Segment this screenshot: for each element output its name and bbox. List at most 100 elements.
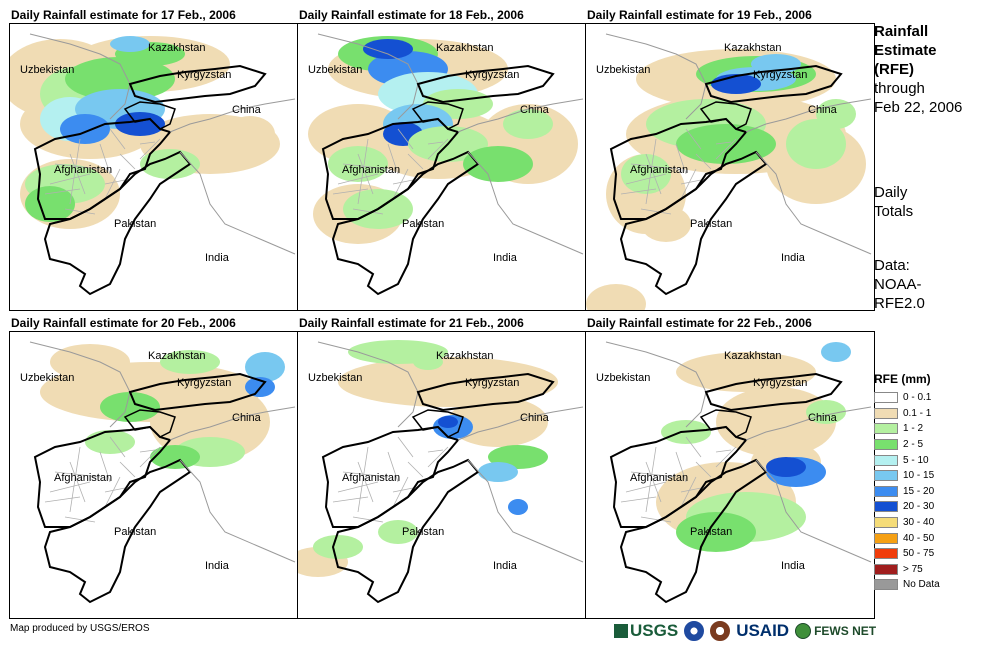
place-label-india: India <box>205 560 229 572</box>
china-border <box>745 406 872 441</box>
sidebar-title-line3: (RFE) <box>874 61 914 78</box>
legend-label: 1 - 2 <box>903 423 924 435</box>
kyrgyzstan-border <box>704 372 843 412</box>
rainfall-area <box>478 462 518 482</box>
legend-swatch <box>874 517 898 529</box>
sidebar-totals-line1: Daily <box>874 184 908 201</box>
map-frame: Kazakhstan Uzbekistan Kyrgyzstan China Afgha… <box>297 331 587 619</box>
legend-label: 0 - 0.1 <box>903 392 932 404</box>
rainfall-area <box>245 352 285 382</box>
place-label-afghanistan: Afghanistan <box>630 472 689 484</box>
place-label-kyrgyzstan: Kyrgyzstan <box>753 69 808 81</box>
rainfall-area <box>786 119 846 169</box>
legend-swatch <box>874 548 898 560</box>
rainfall-area <box>328 146 388 182</box>
pakistan-border <box>331 150 480 296</box>
legend-swatch <box>874 579 898 591</box>
legend-item: 15 - 20 <box>874 484 940 500</box>
place-label-china: China <box>232 412 261 424</box>
china-border <box>457 406 584 441</box>
sidebar-data-source: Data: NOAA- RFE2.0 <box>874 256 925 313</box>
usaid-logo: USAID <box>736 621 790 640</box>
sidebar-date: Feb 22, 2006 <box>874 99 963 116</box>
pakistan-border <box>331 458 480 604</box>
panel-title: Daily Rainfall estimate for 18 Feb., 200… <box>299 8 524 22</box>
india-border <box>467 459 584 563</box>
rainfall-layer <box>656 342 851 552</box>
place-label-kyrgyzstan: Kyrgyzstan <box>177 69 232 81</box>
fews-net-logo-text: FEWS NET <box>814 624 877 638</box>
pakistan-border <box>43 150 192 296</box>
rainfall-area <box>438 416 458 428</box>
rainfall-area <box>586 284 646 310</box>
china-border <box>169 406 296 441</box>
panel-title: Daily Rainfall estimate for 21 Feb., 200… <box>299 316 524 330</box>
afghanistan-border <box>33 425 172 528</box>
country-border <box>605 33 707 120</box>
sidebar-totals-line2: Totals <box>874 203 914 220</box>
province-boundaries <box>44 436 161 523</box>
place-label-uzbekistan: Uzbekistan <box>308 372 363 384</box>
province-boundaries <box>44 128 161 215</box>
sidebar-title-line2: Estimate <box>874 42 937 59</box>
legend-label: 40 - 50 <box>903 532 935 544</box>
rainfall-map-panel: Daily Rainfall estimate for 21 Feb., 200… <box>297 316 587 619</box>
china-border <box>169 98 296 133</box>
legend-item: 2 - 5 <box>874 437 940 453</box>
legend-label: 30 - 40 <box>903 517 935 529</box>
legend-swatch <box>874 454 898 466</box>
place-label-kyrgyzstan: Kyrgyzstan <box>753 377 808 389</box>
country-border <box>29 341 131 428</box>
place-label-uzbekistan: Uzbekistan <box>308 64 363 76</box>
place-label-india: India <box>493 252 517 264</box>
boundaries-layer <box>317 341 584 604</box>
place-label-india: India <box>781 560 805 572</box>
rainfall-area <box>85 430 135 454</box>
place-label-afghanistan: Afghanistan <box>54 164 113 176</box>
boundaries-layer <box>605 33 872 296</box>
rainfall-map-panel: Daily Rainfall estimate for 17 Feb., 200… <box>9 8 299 311</box>
sidebar-through: through <box>874 80 925 97</box>
place-label-kyrgyzstan: Kyrgyzstan <box>177 377 232 389</box>
boundaries-layer <box>29 341 296 604</box>
place-label-afghanistan: Afghanistan <box>54 472 113 484</box>
place-label-kazakhstan: Kazakhstan <box>436 42 494 54</box>
doi-seal-icon <box>710 621 731 641</box>
legend-swatch <box>874 470 898 482</box>
country-border <box>317 341 419 428</box>
province-boundaries <box>332 128 449 215</box>
noaa-seal-icon <box>684 621 705 641</box>
rainfall-area <box>503 109 553 139</box>
afghanistan-border <box>33 117 172 220</box>
legend-swatch <box>874 407 898 419</box>
place-label-pakistan: Pakistan <box>114 526 157 538</box>
sidebar-totals: Daily Totals <box>874 183 913 221</box>
place-label-uzbekistan: Uzbekistan <box>596 64 651 76</box>
legend-swatch <box>874 563 898 575</box>
rainfall-area <box>821 342 851 362</box>
rainfall-area <box>378 520 418 544</box>
india-border <box>755 459 872 563</box>
rainfall-area <box>806 400 846 424</box>
legend-swatch <box>874 392 898 404</box>
kyrgyzstan-border <box>128 64 267 104</box>
rainfall-map <box>29 341 296 604</box>
india-border <box>467 151 584 255</box>
china-border <box>457 98 584 133</box>
legend-title: RFE (mm) <box>874 372 931 386</box>
legend-label: 10 - 15 <box>903 470 935 482</box>
legend-item: 40 - 50 <box>874 530 940 546</box>
legend-label: 0.1 - 1 <box>903 407 932 419</box>
place-label-kazakhstan: Kazakhstan <box>436 350 494 362</box>
legend-swatch <box>874 439 898 451</box>
sidebar-data-line2: NOAA- <box>874 276 922 293</box>
rainfall-area <box>110 36 150 52</box>
place-label-india: India <box>781 252 805 264</box>
rainfall-map-panel: Daily Rainfall estimate for 20 Feb., 200… <box>9 316 299 619</box>
legend-label: > 75 <box>903 563 923 575</box>
country-border <box>317 33 419 120</box>
map-frame: Kazakhstan Uzbekistan Kyrgyzstan China Afgha… <box>585 331 875 619</box>
place-label-china: China <box>808 412 837 424</box>
usgs-logo: USGS <box>614 621 678 641</box>
province-boundaries <box>332 436 449 523</box>
